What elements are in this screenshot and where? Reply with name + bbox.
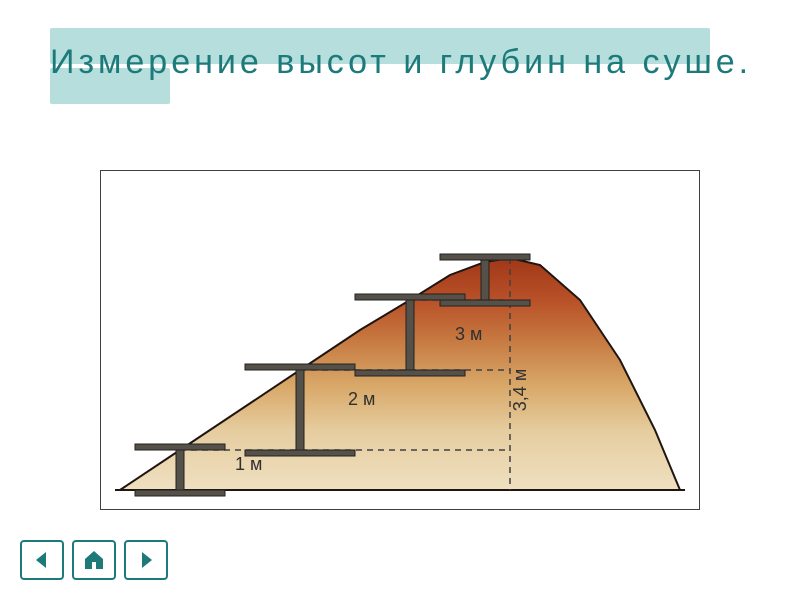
arrow-right-icon <box>134 548 158 572</box>
page-title: Измерение высот и глубин на суше. <box>50 43 752 82</box>
home-icon <box>82 548 106 572</box>
level-label: 3 м <box>455 324 482 344</box>
elevation-diagram: 1 м 2 м 3 м 3,4 м <box>100 170 700 510</box>
next-button[interactable] <box>124 540 168 580</box>
level-instrument-plate <box>355 294 465 300</box>
level-instrument-plate <box>440 254 530 260</box>
home-button[interactable] <box>72 540 116 580</box>
slide: Измерение высот и глубин на суше. 1 м 2 м… <box>0 0 800 600</box>
level-instrument-stem <box>296 370 304 450</box>
level-instrument-foot <box>355 370 465 376</box>
level-instrument-foot <box>440 300 530 306</box>
total-height-label: 3,4 м <box>510 369 530 411</box>
level-instrument-stem <box>481 260 489 300</box>
level-instrument-plate <box>245 364 355 370</box>
arrow-left-icon <box>30 548 54 572</box>
nav-buttons <box>20 540 168 580</box>
level-instrument-stem <box>406 300 414 370</box>
level-instrument-stem <box>176 450 184 490</box>
prev-button[interactable] <box>20 540 64 580</box>
level-instrument-plate <box>135 444 225 450</box>
level-instrument-foot <box>245 450 355 456</box>
level-instrument-foot <box>135 490 225 496</box>
level-label: 1 м <box>235 454 262 474</box>
level-label: 2 м <box>348 389 375 409</box>
